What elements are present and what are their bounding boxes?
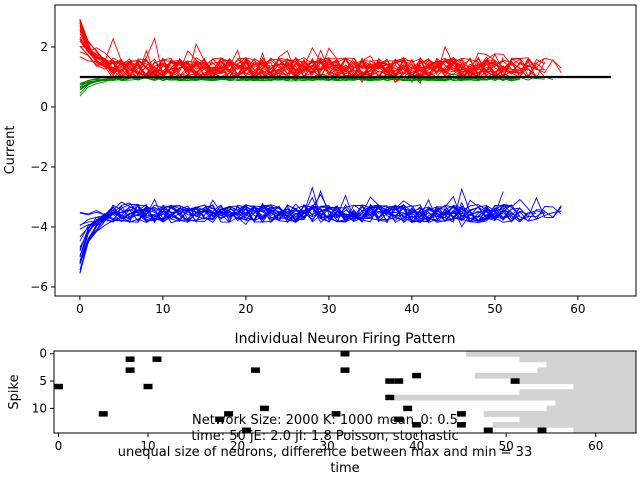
inactive-region [519,389,636,396]
spike-ytick-label: 0 [39,347,47,361]
spike-mark [340,367,350,373]
inhibitory-neuron-line [79,205,512,223]
current-ytick-label: −4 [30,220,48,234]
spike-mark [331,411,341,417]
spike-mark [412,422,422,428]
spike-mark [385,394,395,401]
inhibitory-neuron-line [79,204,521,238]
spike-ytick-label: 5 [39,374,47,388]
excitatory-neuron-line [79,33,546,80]
current-plot-frame [54,4,637,297]
spike-mark [250,367,260,373]
current-xtick-label: 50 [487,302,502,316]
spike-mark [54,383,63,390]
spike-xtick-label: 20 [230,439,245,453]
inhibitory-neuron-line [79,194,521,230]
current-xtick-label: 40 [404,302,419,316]
inhibitory-neuron-line [79,187,504,265]
spike-mark [340,351,350,357]
spike-mark [152,356,162,362]
current-xtick-label: 30 [321,302,336,316]
spike-mark [125,356,135,362]
excitatory-neuron-line [79,30,529,84]
spike-mark [125,367,135,373]
current-xtick-label: 20 [238,302,253,316]
spike-ticks: 0 10 20 30 40 50 60 0 5 10 [32,347,604,453]
spike-mark [394,416,404,423]
inactive-region [519,416,636,423]
spike-mark [385,378,395,384]
spike-xtick-label: 30 [319,439,334,453]
current-lines [79,18,612,274]
spike-mark [412,372,422,379]
inactive-region [573,427,636,434]
spike-ylabel: Spike [7,374,22,409]
spike-mark [215,416,225,423]
annotation-line2: time: 50 jE: 2.0 jI: 1.8 Poisson, stocha… [191,429,458,444]
inactive-region [546,361,636,368]
inactive-region [573,383,636,390]
excitatory-neuron-line [79,36,504,84]
inactive-region [555,400,636,406]
spike-mark [394,378,404,384]
current-ytick-label: −6 [30,280,48,294]
spike-mark [143,383,153,390]
excitatory-neuron-line [79,29,562,80]
current-xtick-label: 60 [570,302,585,316]
network-annotation: Network Size: 2000 K: 1000 mean_0: 0.5 t… [118,413,532,460]
spike-ytick-label: 10 [32,401,47,415]
inactive-region [465,351,636,357]
inactive-region [483,411,636,417]
annotation-line1: Network Size: 2000 K: 1000 mean_0: 0.5 [192,413,458,428]
spike-mark [456,422,466,428]
spike-mark [537,427,547,433]
spike-mark [483,427,493,433]
spike-mark [98,411,108,417]
annotation-line3: unequal size of neurons, difference betw… [118,445,532,460]
excitatory-neuron-line [79,21,529,79]
inactive-region [394,394,636,401]
spike-xlabel: time [330,461,359,476]
inactive-region [519,356,636,363]
inactive-region [537,367,636,374]
inactive-region [474,372,636,379]
spike-plot-frame [53,350,637,434]
current-plot: 0 10 20 30 40 50 60 −6 −4 −2 0 2 Current [3,4,637,316]
current-ticks: 0 10 20 30 40 50 60 −6 −4 −2 0 2 [30,40,585,316]
spike-mark [456,411,466,417]
spike-plot-title: Individual Neuron Firing Pattern [234,331,455,347]
current-ytick-label: 0 [40,100,48,114]
spike-xtick-label: 40 [409,439,424,453]
raster-grid [54,351,636,434]
inactive-region [492,422,636,428]
spike-xtick-label: 0 [55,439,63,453]
spike-mark [403,405,413,412]
current-ylabel: Current [3,126,18,175]
spike-mark [242,427,251,433]
spike-xtick-label: 60 [588,439,603,453]
current-ytick-label: 2 [40,40,48,54]
inactive-region [510,378,636,385]
spike-mark [510,378,520,384]
spike-mark [259,405,269,412]
spike-mark [224,411,234,417]
inactive-region [546,405,636,412]
current-xtick-label: 0 [76,302,84,316]
spike-xtick-label: 50 [499,439,514,453]
inhibitory-neuron-line [79,196,545,264]
inhibitory-neuron-line [79,200,562,271]
spike-plot: Individual Neuron Firing Pattern 0 10 20 30… [7,331,637,476]
spike-xtick-label: 10 [140,439,155,453]
current-xtick-label: 10 [155,302,170,316]
current-ytick-label: −2 [30,160,48,174]
excitatory-neuron-line [79,46,504,79]
